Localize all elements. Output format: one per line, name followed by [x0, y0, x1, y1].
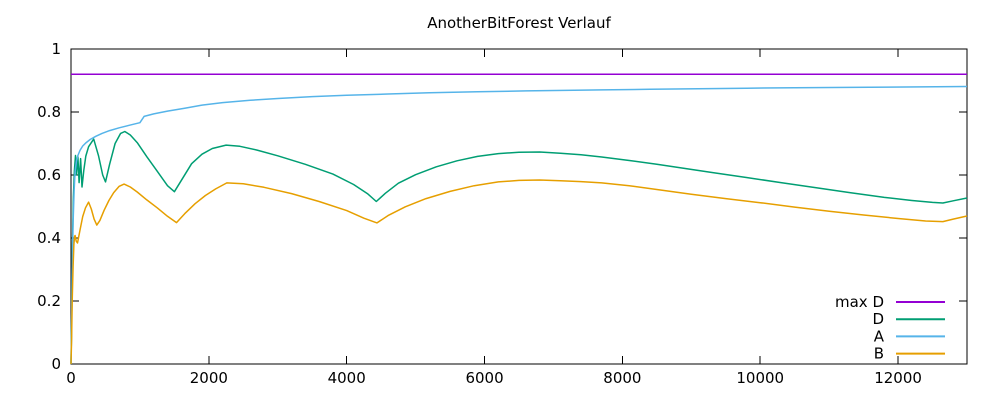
x-tick-label: 6000 — [465, 369, 503, 387]
x-tick-label: 2000 — [190, 369, 228, 387]
legend-label-max-d: max D — [835, 293, 884, 311]
axes-layer: 0 2000 4000 6000 8000 10000 12000 0 0.2 0.4 0.6 0.8… — [37, 40, 968, 387]
x-tick-label: 4000 — [328, 369, 366, 387]
series-line-d — [70, 130, 968, 365]
x-tick-label: 0 — [66, 369, 76, 387]
y-tick-label: 0.8 — [37, 103, 61, 121]
plot-border — [70, 48, 968, 365]
chart-title: AnotherBitForest Verlauf — [427, 14, 611, 32]
legend-label-a: A — [874, 327, 885, 345]
y-tick-label: 0.6 — [37, 166, 61, 184]
series-layer — [70, 73, 968, 365]
legend-entry-b: B — [874, 345, 945, 363]
y-tick-label: 0.2 — [37, 292, 61, 310]
x-tick-label: 8000 — [603, 369, 641, 387]
legend-entry-d: D — [872, 310, 945, 328]
x-tick-label: 10000 — [736, 369, 784, 387]
legend-label-d: D — [872, 310, 884, 328]
series-line-a — [70, 85, 968, 365]
legend-label-b: B — [874, 345, 884, 363]
x-tick-label: 12000 — [874, 369, 922, 387]
y-tick-label: 1 — [51, 40, 61, 58]
legend-entry-a: A — [874, 327, 945, 345]
legend-entry-max-d: max D — [835, 293, 945, 311]
series-line-b — [70, 179, 968, 365]
y-tick-label: 0.4 — [37, 229, 61, 247]
y-tick-label: 0 — [51, 355, 61, 373]
